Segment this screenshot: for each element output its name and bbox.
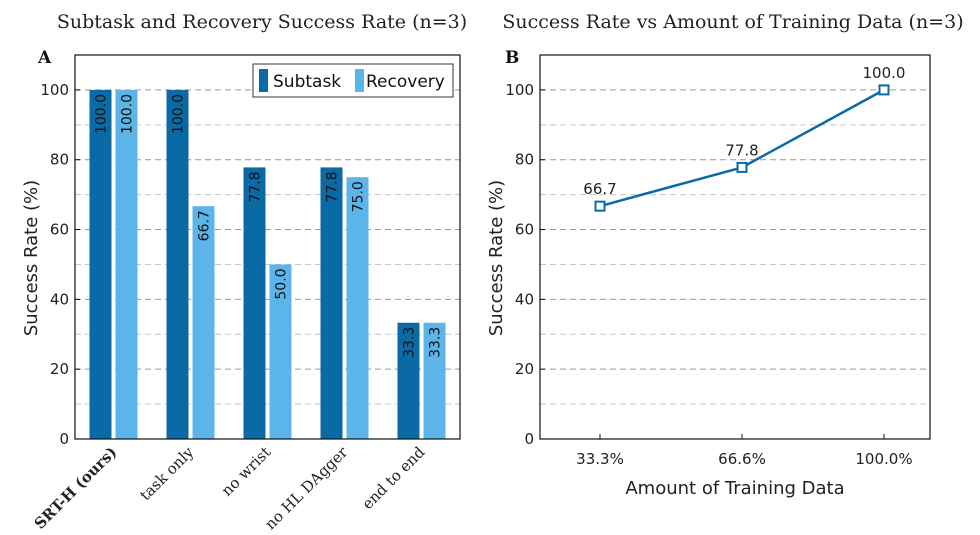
chart-a-ylabel: Success Rate (%)	[21, 180, 42, 336]
chart-b-title: Success Rate vs Amount of Training Data …	[502, 11, 963, 33]
chart-a-bars: 100.0 100.0 100.0 66.7 77.8 50.0 77.8 75.0 33.3 3…	[89, 89, 446, 439]
chart-a-legend: Subtask Recovery	[252, 63, 454, 98]
data-point	[878, 84, 890, 96]
y-tick-label: 100	[40, 81, 69, 99]
bar-recovery	[115, 89, 138, 439]
bar-subtask	[243, 167, 266, 439]
panel-label-b: B	[505, 48, 519, 68]
legend-label-recovery: Recovery	[366, 72, 445, 92]
y-tick-label: 60	[50, 221, 69, 239]
bar-subtask	[397, 322, 420, 439]
chart-a-frame	[74, 54, 461, 440]
bar-value-label: 100.0	[171, 94, 187, 134]
data-point	[594, 200, 606, 212]
chart-b-ylabel: Success Rate (%)	[486, 180, 507, 336]
bar-subtask	[320, 167, 343, 439]
chart-a-title: Subtask and Recovery Success Rate (n=3)	[57, 11, 467, 33]
y-tick-label: 100	[505, 81, 534, 99]
y-tick-label: 40	[50, 290, 69, 308]
chart-b-line: 66.7 77.8 100.0	[583, 64, 906, 212]
bar-recovery	[192, 206, 215, 439]
bar-value-label: 33.3	[402, 327, 418, 358]
bar-value-label: 100.0	[94, 94, 110, 134]
y-tick-label: 0	[59, 430, 69, 448]
bar-value-label: 77.8	[248, 171, 264, 202]
data-point-label: 66.7	[583, 180, 616, 198]
category-label: SRT-H (ours)	[31, 443, 121, 533]
bar-recovery	[423, 322, 446, 439]
bar-value-label: 100.0	[120, 94, 136, 134]
category-label: end to end	[358, 443, 428, 513]
y-tick-label: 80	[50, 151, 69, 169]
bar-recovery	[346, 177, 369, 439]
chart-a-yticks: 0 20 40 60 80 100	[40, 81, 80, 448]
y-tick-label: 20	[515, 360, 534, 378]
x-tick-label: 100.0%	[855, 450, 912, 468]
bar-subtask	[89, 89, 112, 439]
bar-subtask	[166, 89, 189, 439]
chart-b-grid	[540, 89, 930, 405]
data-point-label: 77.8	[725, 141, 758, 159]
legend-swatch-recovery	[355, 69, 364, 92]
y-tick-label: 40	[515, 290, 534, 308]
y-tick-label: 80	[515, 151, 534, 169]
chart-b-xlabel: Amount of Training Data	[625, 478, 844, 499]
y-tick-label: 0	[524, 430, 534, 448]
x-tick-label: 66.6%	[718, 450, 766, 468]
legend-swatch-subtask	[259, 69, 268, 92]
y-tick-label: 60	[515, 221, 534, 239]
bar-value-label: 50.0	[274, 268, 290, 299]
legend-label-subtask: Subtask	[273, 72, 341, 92]
chart-b-yticks: 0 20 40 60 80 100	[505, 81, 545, 448]
bar-recovery	[269, 264, 292, 439]
category-label: no wrist	[218, 443, 275, 500]
bar-value-label: 33.3	[428, 327, 444, 358]
panel-label-a: A	[37, 48, 52, 68]
data-point-label: 100.0	[863, 64, 906, 82]
chart-b-frame	[539, 54, 931, 440]
category-label: task only	[136, 443, 198, 505]
y-tick-label: 20	[50, 360, 69, 378]
bar-value-label: 75.0	[351, 181, 367, 212]
bar-value-label: 77.8	[325, 171, 341, 202]
chart-b-xticks: 33.3% 66.6% 100.0%	[576, 434, 913, 468]
bar-value-label: 66.7	[197, 210, 213, 241]
data-point	[736, 161, 748, 173]
x-tick-label: 33.3%	[576, 450, 624, 468]
legend-box	[252, 63, 454, 98]
category-label: no HL DAgger	[261, 443, 352, 534]
